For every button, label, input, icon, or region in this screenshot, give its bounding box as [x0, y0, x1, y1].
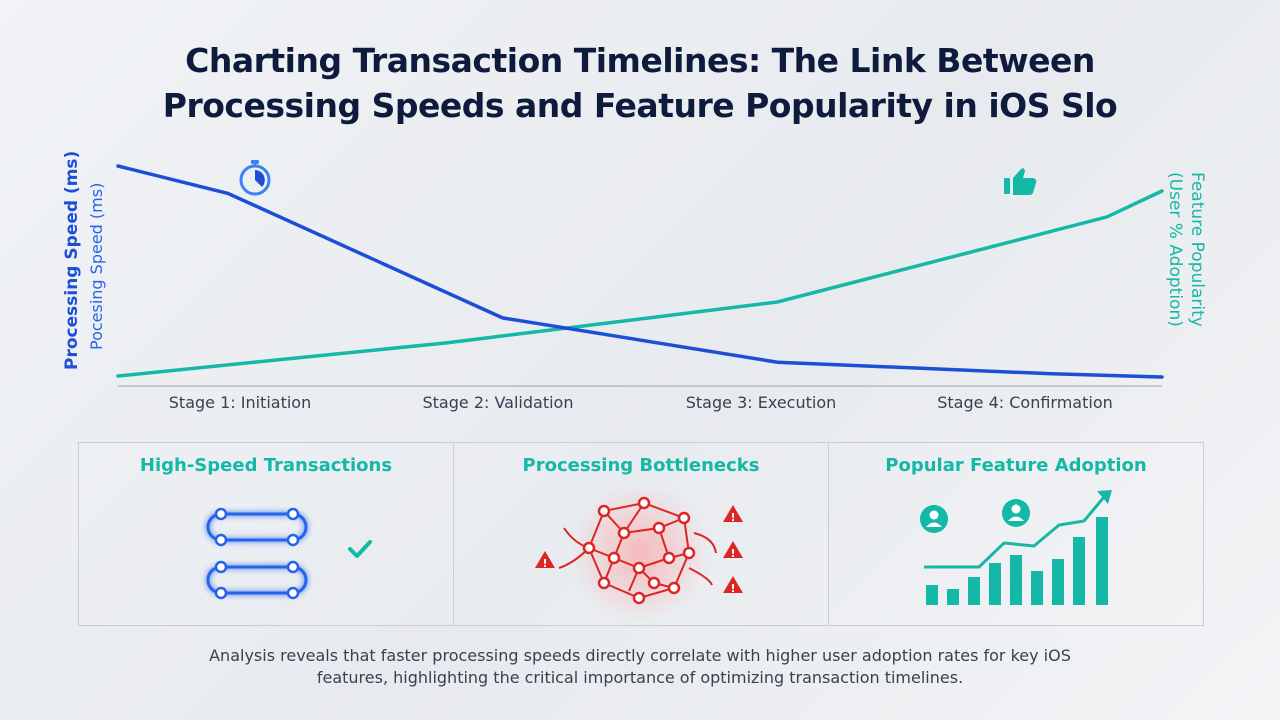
- series-line-processing-speed: [116, 164, 1164, 379]
- summary-line-2: features, highlighting the critical impo…: [316, 668, 964, 687]
- chart-title-line-1: Charting Transaction Timelines: The Link…: [185, 41, 1095, 80]
- warning-icon: [535, 505, 743, 593]
- x-tick-label: Stage 1: Initiation: [168, 393, 312, 412]
- adoption-growth-chart-icon: [920, 490, 1112, 605]
- chart-title: Charting Transaction Timelines: The Link…: [0, 38, 1280, 128]
- series-points: [118, 166, 1162, 377]
- fast-transaction-flow-icon: [206, 507, 372, 600]
- growth-bars: [926, 517, 1108, 605]
- panel-title: Processing Bottlenecks: [522, 455, 760, 476]
- thumbs-up-icon: [1004, 168, 1037, 195]
- svg-text:!: !: [730, 547, 735, 560]
- user-icon: [920, 499, 1030, 533]
- x-tick-label: Stage 2: Validation: [422, 393, 574, 412]
- bottleneck-network-icon: !! !!: [535, 483, 743, 623]
- summary-line-1: Analysis reveals that faster processing …: [209, 646, 1071, 665]
- series-line-feature-popularity: [116, 189, 1164, 378]
- svg-text:!: !: [542, 557, 547, 570]
- x-tick-label: Stage 3: Execution: [685, 393, 837, 412]
- summary-text: Analysis reveals that faster processing …: [0, 645, 1280, 689]
- x-tick-label: Stage 4: Confirmation: [937, 393, 1113, 412]
- panel-popular-feature-adoption: Popular Feature Adoption: [829, 443, 1203, 625]
- insight-panels: High-Speed Transactions Processing Bo: [78, 442, 1204, 626]
- chart-title-line-2: Processing Speeds and Feature Popularity…: [162, 86, 1118, 125]
- panel-title: High-Speed Transactions: [139, 455, 393, 476]
- panel-high-speed-transactions: High-Speed Transactions: [79, 443, 454, 625]
- panel-title: Popular Feature Adoption: [885, 455, 1147, 476]
- svg-text:!: !: [730, 582, 735, 595]
- panel-processing-bottlenecks: Processing Bottlenecks: [454, 443, 829, 625]
- checkmark-icon: [348, 540, 372, 558]
- stopwatch-icon: [239, 160, 271, 196]
- line-chart: [116, 160, 1164, 387]
- svg-text:!: !: [730, 511, 735, 524]
